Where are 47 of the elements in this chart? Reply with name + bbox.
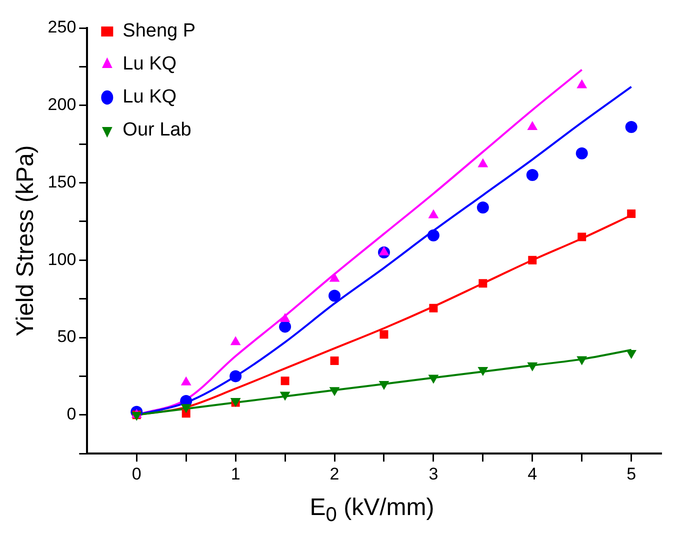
point xyxy=(576,79,588,88)
point xyxy=(428,209,439,218)
point xyxy=(330,356,339,365)
point xyxy=(476,202,489,214)
legend-label: Our Lab xyxy=(122,120,192,141)
x-tick-label: 3 xyxy=(428,464,438,484)
point xyxy=(429,304,438,312)
point xyxy=(279,320,292,333)
x-axis-title: E$_{0}$ (kV/mm) xyxy=(308,494,436,527)
x-tick-label: 2 xyxy=(330,464,340,484)
point xyxy=(627,209,636,218)
point xyxy=(527,362,538,372)
point xyxy=(180,404,192,414)
point xyxy=(625,121,638,134)
point xyxy=(280,376,290,386)
point xyxy=(528,256,537,264)
y-tick-label: 0 xyxy=(66,404,76,424)
point xyxy=(280,392,290,401)
point xyxy=(428,374,439,384)
point xyxy=(578,232,586,242)
legend-label: Lu KQ xyxy=(122,54,177,75)
legend-label: Lu KQ xyxy=(122,86,177,108)
y-tick-label: 250 xyxy=(48,18,76,37)
point xyxy=(427,229,440,242)
legend-label: Sheng P xyxy=(122,20,196,42)
point xyxy=(526,169,538,182)
y-tick-label: 100 xyxy=(48,250,76,269)
point xyxy=(230,370,242,382)
x-tick-label: 5 xyxy=(626,464,636,484)
point xyxy=(478,279,488,288)
point xyxy=(478,158,488,168)
point xyxy=(328,290,341,302)
x-tick-label: 1 xyxy=(230,464,240,484)
point xyxy=(378,380,390,390)
point xyxy=(576,356,588,366)
y-tick-label: 50 xyxy=(57,327,76,346)
point xyxy=(478,367,488,376)
x-tick-label: 4 xyxy=(528,464,538,484)
point xyxy=(527,121,538,130)
x-tick-label: 0 xyxy=(132,464,142,484)
point xyxy=(626,350,637,360)
y-tick-label: 200 xyxy=(48,95,76,114)
point xyxy=(380,330,388,339)
y-axis-title: Yield Stress (kPa) xyxy=(12,145,40,336)
y-tick-label: 150 xyxy=(48,172,76,192)
point xyxy=(329,387,340,396)
point xyxy=(576,147,588,160)
